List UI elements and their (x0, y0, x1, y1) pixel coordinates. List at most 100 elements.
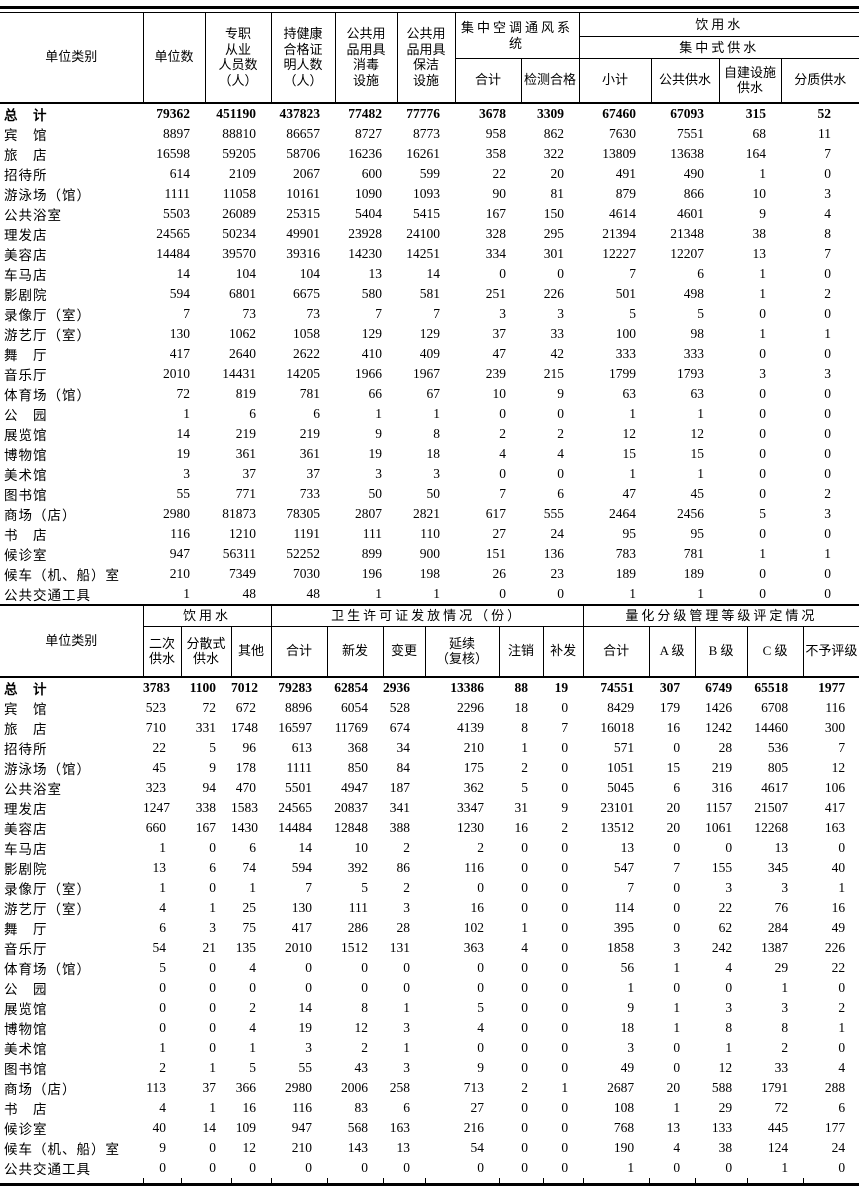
table-row: 游艺厅（室） 130 1062 1058 129 129 37 33 100 98 1 1 (0, 324, 859, 344)
cell-value: 14 (298, 839, 313, 855)
cell-value: 7 (838, 739, 846, 755)
cell-value: 528 (389, 699, 411, 715)
cell-value: 0 (759, 565, 767, 581)
cell-value: 733 (299, 485, 320, 501)
cell-value: 3 (725, 999, 733, 1015)
cell-value: 2 (403, 879, 411, 895)
header-drinking-water-group: 饮用水 (142, 604, 272, 627)
cell-value: 0 (403, 979, 411, 995)
cell-value: 1 (759, 325, 767, 341)
cell-value: 0 (557, 585, 565, 601)
cell-value: 2456 (677, 505, 705, 521)
table-row: 候诊室 40 14 109 947 568 163 216 0 0 768 13 133 445 177 (0, 1118, 859, 1138)
cell-value: 0 (477, 959, 485, 975)
cell-value: 490 (683, 165, 705, 181)
cell-value: 0 (725, 839, 733, 855)
cell-value: 15 (690, 445, 705, 461)
cell-value: 12268 (754, 819, 789, 835)
cell-value: 63 (622, 385, 637, 401)
table-row: 书 店 4 1 16 116 83 6 27 0 0 108 1 29 72 6 (0, 1098, 859, 1118)
header-ac-qualified: 检测合格 (520, 58, 580, 103)
cell-value: 6 (159, 919, 166, 935)
cell-value: 0 (209, 999, 216, 1015)
header-cleaning-facilities: 公共用 品用具 保洁 设施 (396, 12, 456, 103)
cell-value: 8727 (355, 125, 382, 141)
cell-value: 0 (838, 839, 846, 855)
cell-value: 116 (464, 859, 485, 875)
cell-value: 0 (521, 999, 529, 1015)
cell-value: 52252 (286, 545, 320, 561)
cell-value: 50 (426, 485, 441, 501)
header-license-total: 合计 (270, 626, 328, 677)
cell-value: 187 (389, 779, 411, 795)
cell-value: 0 (209, 1019, 216, 1035)
cell-value: 600 (361, 165, 382, 181)
table-row: 旅 店 16598 59205 58706 16236 16261 358 322 13809 1… (0, 144, 859, 164)
cell-value: 5415 (413, 205, 440, 221)
cell-value: 79362 (156, 105, 190, 121)
cell-value: 3678 (479, 105, 506, 121)
cell-value: 0 (209, 959, 216, 975)
cell-value: 1 (781, 1159, 789, 1175)
cell-value: 33 (774, 1059, 789, 1075)
cell-value: 1 (183, 585, 190, 601)
table-row: 书 店 116 1210 1191 111 110 27 24 95 95 0 0 (0, 524, 859, 544)
public-places-table-lower: 单位类别 饮用水 卫生许可证发放情况（份） 量化分级管理等级评定情况 二次 供水… (0, 603, 859, 1186)
cell-value: 104 (235, 265, 256, 281)
cell-value: 2 (403, 839, 411, 855)
cell-value: 167 (195, 819, 216, 835)
table-row: 录像厅（室） 1 0 1 7 5 2 0 0 0 7 0 3 3 1 (0, 878, 859, 898)
cell-value: 2010 (163, 365, 190, 381)
cell-value: 614 (169, 165, 190, 181)
cell-value: 129 (361, 325, 382, 341)
cell-value: 79283 (278, 679, 313, 695)
cell-value: 16 (831, 899, 846, 915)
cell-value: 12207 (670, 245, 705, 261)
cell-value: 3 (209, 919, 216, 935)
row-label: 展览馆 (4, 1001, 48, 1017)
cell-value: 7551 (677, 125, 705, 141)
cell-value: 710 (145, 719, 166, 735)
cell-value: 110 (420, 525, 440, 541)
header-full-time-staff: 专职 从业 人员数 （人） (204, 12, 272, 103)
cell-value: 7012 (231, 679, 258, 695)
cell-value: 13 (752, 245, 767, 261)
cell-value: 24100 (406, 225, 440, 241)
table-row: 图书馆 55 771 733 50 50 7 6 47 45 0 2 (0, 484, 859, 504)
cell-value: 0 (209, 1039, 216, 1055)
bottom-rule-tick (802, 1177, 859, 1186)
cell-value: 0 (673, 899, 681, 915)
cell-value: 1387 (761, 939, 789, 955)
cell-value: 68 (752, 125, 767, 141)
cell-value: 9 (375, 425, 382, 441)
cell-value: 84 (396, 759, 411, 775)
cell-value: 0 (477, 1159, 485, 1175)
cell-value: 7 (305, 879, 313, 895)
cell-value: 0 (759, 425, 767, 441)
cell-value: 4 (725, 959, 733, 975)
cell-value: 20837 (334, 799, 369, 815)
cell-value: 18 (620, 1019, 635, 1035)
cell-value: 0 (159, 1019, 166, 1035)
cell-value: 62 (718, 919, 733, 935)
cell-value: 1 (403, 1039, 411, 1055)
cell-value: 108 (613, 1099, 635, 1115)
cell-value: 1 (697, 405, 705, 421)
cell-value: 819 (235, 385, 256, 401)
cell-value: 0 (477, 979, 485, 995)
table-upper-body: 总 计 79362 451190 437823 77482 77776 3678 3309 67… (0, 103, 859, 604)
cell-value: 2 (557, 425, 565, 441)
cell-value: 437823 (279, 105, 321, 121)
cell-value: 392 (347, 859, 369, 875)
cell-value: 163 (389, 1119, 411, 1135)
cell-value: 210 (291, 1139, 313, 1155)
cell-value: 0 (521, 839, 529, 855)
cell-value: 23 (550, 565, 565, 581)
cell-value: 102 (463, 919, 485, 935)
cell-value: 1 (403, 999, 411, 1015)
cell-value: 1 (759, 545, 767, 561)
cell-value: 613 (291, 739, 313, 755)
cell-value: 189 (615, 565, 637, 581)
cell-value: 12 (622, 425, 637, 441)
cell-value: 0 (499, 405, 506, 421)
